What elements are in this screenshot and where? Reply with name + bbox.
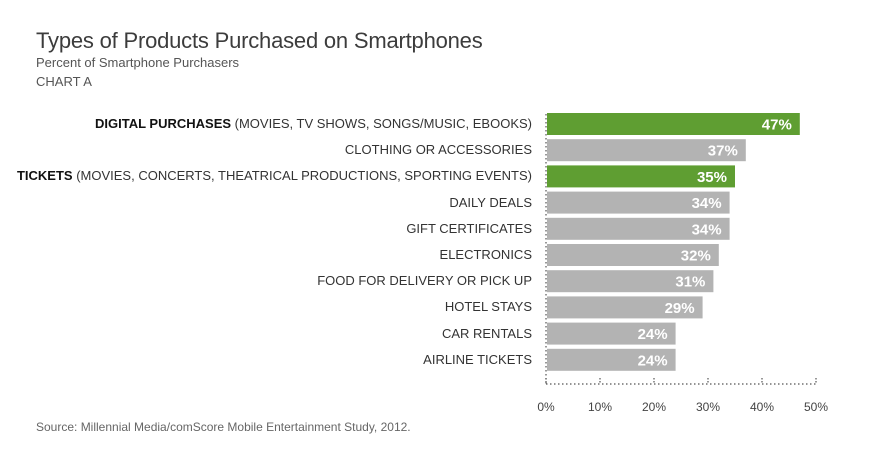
category-label-text: GIFT CERTIFICATES: [406, 220, 532, 236]
category-label-text: (MOVIES, TV SHOWS, SONGS/MUSIC, EBOOKS): [231, 116, 532, 131]
category-label-bold: DIGITAL PURCHASES: [95, 116, 232, 131]
bar: [547, 139, 746, 162]
bar-value-label: 31%: [675, 274, 705, 291]
category-label-text: CLOTHING OR ACCESSORIES: [344, 142, 532, 158]
chart-subtitle: Percent of Smartphone Purchasers: [36, 55, 240, 70]
x-tick-label: 30%: [696, 400, 720, 414]
bar-value-label: 34%: [692, 195, 722, 212]
category-label: GIFT CERTIFICATES: [406, 221, 532, 236]
category-label-text: FOOD FOR DELIVERY OR PICK UP: [317, 273, 532, 289]
category-label: ELECTRONICS: [440, 247, 532, 262]
x-tick-label: 40%: [750, 400, 774, 414]
category-label-bold: TICKETS: [16, 168, 73, 184]
bar: [547, 244, 719, 266]
bar: [547, 296, 703, 319]
x-tick-label: 10%: [588, 400, 612, 414]
bar-value-label: 24%: [638, 326, 668, 343]
source-note: Source: Millennial Media/comScore Mobile…: [36, 420, 411, 434]
category-label: DAILY DEALS: [449, 195, 532, 210]
category-label-text: (MOVIES, CONCERTS, THEATRICAL PRODUCTION…: [72, 168, 532, 184]
bar: [547, 191, 730, 214]
category-label-text: CAR RENTALS: [441, 325, 532, 341]
chart-title: Types of Products Purchased on Smartphon…: [36, 28, 483, 53]
chart-label: CHART A: [36, 74, 92, 89]
category-label-text: DAILY DEALS: [449, 194, 532, 210]
category-label-text: AIRLINE TICKETS: [423, 351, 532, 367]
bar: [547, 113, 800, 135]
bar: [547, 165, 735, 188]
category-label: AIRLINE TICKETS: [423, 352, 532, 367]
x-tick-label: 20%: [642, 400, 666, 414]
bar-value-label: 32%: [681, 248, 711, 265]
category-label: FOOD FOR DELIVERY OR PICK UP: [317, 273, 532, 288]
bar: [547, 217, 730, 240]
category-label: CAR RENTALS: [442, 326, 532, 341]
category-label: TICKETS (MOVIES, CONCERTS, THEATRICAL PR…: [17, 168, 532, 183]
category-label-text: ELECTRONICS: [439, 247, 532, 262]
bar-value-label: 37%: [708, 143, 738, 160]
bar: [547, 322, 676, 345]
category-label: DIGITAL PURCHASES (MOVIES, TV SHOWS, SON…: [95, 116, 532, 131]
bar: [547, 270, 714, 293]
bar-value-label: 34%: [692, 221, 722, 238]
bar-value-label: 24%: [638, 352, 668, 369]
x-tick-label: 0%: [537, 400, 555, 414]
bar-value-label: 47%: [762, 117, 792, 134]
bar: [547, 348, 676, 371]
category-label: HOTEL STAYS: [445, 299, 532, 314]
x-tick-label: 50%: [804, 400, 828, 414]
bar-value-label: 35%: [697, 169, 727, 186]
category-label-text: HOTEL STAYS: [444, 299, 532, 315]
bar-value-label: 29%: [665, 300, 695, 317]
category-label: CLOTHING OR ACCESSORIES: [345, 142, 532, 157]
